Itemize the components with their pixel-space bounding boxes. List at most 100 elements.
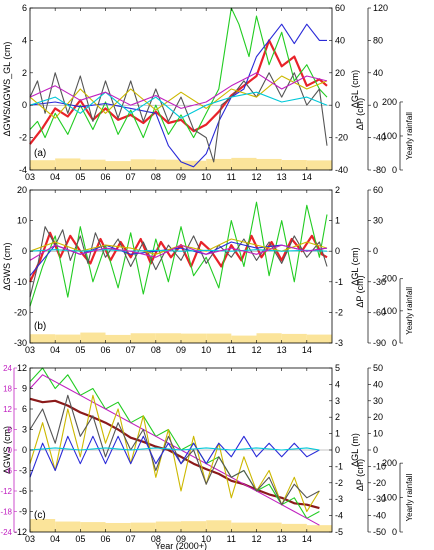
right2-tick-label: 0 — [373, 246, 378, 256]
right3-tick-label: 200 — [382, 458, 397, 468]
x-tick-label: 04 — [50, 345, 60, 355]
rainfall-bar — [281, 160, 307, 170]
right1-tick-label: 40 — [335, 35, 345, 45]
rainfall-bar — [181, 160, 207, 170]
x-tick-label: 11 — [227, 172, 236, 182]
rainfall-bar — [281, 523, 307, 532]
right3-axis-label: Yearly rainfall — [405, 473, 414, 521]
x-tick-label: 14 — [302, 172, 312, 182]
rainfall-bar — [231, 522, 257, 532]
y-tick-label: 4 — [22, 35, 27, 45]
right2-tick-label: -80 — [373, 165, 386, 175]
series-line — [29, 201, 328, 307]
right3-tick-label: 100 — [382, 493, 397, 503]
y-tick-label: 2 — [22, 68, 27, 78]
rainfall-bar — [105, 334, 131, 343]
series-line — [29, 374, 320, 526]
x-tick-label: 12 — [251, 534, 261, 544]
rainfall-bar — [256, 333, 282, 343]
panel-3: 03 04 05 06 07 08 09 10 11 12 13 14129630-3-6-9-12Δ… — [0, 363, 414, 550]
x-tick-label: 07 — [126, 534, 136, 544]
right2-tick-label: 50 — [373, 363, 383, 373]
right3-tick-label: 200 — [382, 97, 397, 107]
right3-tick-label: 0 — [392, 338, 397, 348]
right2-axis-label: ΔP (cm) — [355, 275, 365, 307]
rainfall-bar — [206, 520, 232, 532]
right1-tick-label: -1 — [335, 277, 343, 287]
right1-axis-label: ΔGL (m) — [350, 433, 360, 467]
y-tick-label: 12 — [17, 363, 27, 373]
x-tick-label: 13 — [277, 534, 287, 544]
rainfall-bar — [105, 522, 131, 532]
panel-label: (a) — [34, 148, 46, 159]
right1-tick-label: -3 — [335, 494, 343, 504]
right2-tick-label: 0 — [373, 100, 378, 110]
rainfall-bar — [155, 521, 181, 532]
right2-tick-label: 60 — [373, 185, 383, 195]
rainfall-bar — [130, 333, 156, 343]
right2-axis-label: ΔP (cm) — [355, 98, 365, 130]
right3-tick-label: 0 — [392, 527, 397, 537]
rainfall-bar — [256, 158, 282, 170]
right2-tick-label: 30 — [373, 396, 383, 406]
right1-tick-label: 2 — [335, 185, 340, 195]
rainfall-bar — [80, 522, 106, 532]
right2-tick-label: 20 — [373, 412, 383, 422]
y-tick-label: -30 — [14, 338, 27, 348]
series-line — [29, 367, 320, 519]
rainfall-bar — [155, 333, 181, 343]
panel-1: 03 04 05 06 07 08 09 10 11 12 13 146420-2-4ΔGWS/ΔGW… — [2, 3, 414, 182]
x-tick-label: 09 — [176, 534, 186, 544]
right2-tick-label: 30 — [373, 216, 383, 226]
right1-tick-label: 20 — [335, 68, 345, 78]
outer-y-tick-label: 24 — [3, 364, 12, 373]
x-tick-label: 06 — [100, 345, 110, 355]
y-axis-label: ΔGWS (cm) — [2, 426, 12, 474]
y-tick-label: -9 — [19, 507, 27, 517]
x-tick-label: 08 — [151, 172, 161, 182]
y-tick-label: 3 — [22, 425, 27, 435]
series-line — [29, 244, 328, 261]
right3-tick-label: 200 — [382, 274, 397, 284]
right3-tick-label: 100 — [382, 306, 397, 316]
y-tick-label: 9 — [22, 384, 27, 394]
right2-tick-label: -10 — [373, 461, 386, 471]
right2-tick-label: 80 — [373, 35, 383, 45]
right1-tick-label: 0 — [335, 445, 340, 455]
right1-tick-label: -2 — [335, 307, 343, 317]
right2-tick-label: -30 — [373, 494, 386, 504]
right3-tick-label: 0 — [392, 165, 397, 175]
outer-y-tick-label: -12 — [0, 487, 12, 496]
x-tick-label: 08 — [151, 534, 161, 544]
right1-tick-label: 1 — [335, 429, 340, 439]
x-tick-label: 07 — [126, 345, 136, 355]
panel-2: 03 04 05 06 07 08 09 10 11 12 13 1420100-10-20-30ΔG… — [2, 185, 414, 355]
rainfall-bar — [206, 333, 232, 343]
right1-tick-label: 5 — [335, 363, 340, 373]
right2-tick-label: -30 — [373, 277, 386, 287]
right1-tick-label: 4 — [335, 379, 340, 389]
y-tick-label: 20 — [17, 185, 27, 195]
series-line — [29, 226, 328, 298]
series-line — [29, 435, 320, 478]
right3-axis-label: Yearly rainfall — [405, 287, 414, 335]
x-tick-label: 04 — [50, 534, 60, 544]
right2-tick-label: -60 — [373, 307, 386, 317]
right1-tick-label: 60 — [335, 3, 345, 13]
rainfall-bar — [306, 525, 332, 532]
panel-label: (c) — [34, 510, 46, 521]
y-axis-label: ΔGWS/ΔGWS_GL (cm) — [2, 42, 12, 137]
x-tick-label: 13 — [277, 345, 287, 355]
x-tick-label: 12 — [251, 345, 261, 355]
rainfall-bar — [231, 157, 257, 170]
panel-label: (b) — [34, 321, 46, 332]
right1-tick-label: -1 — [335, 461, 343, 471]
series-line — [29, 7, 328, 139]
rainfall-bar — [256, 522, 282, 532]
x-tick-label: 11 — [227, 345, 236, 355]
outer-y-tick-label: 18 — [3, 385, 12, 394]
x-tick-label: 10 — [201, 345, 211, 355]
right1-tick-label: -40 — [335, 165, 348, 175]
plot-frame — [29, 189, 333, 344]
right1-tick-label: 2 — [335, 412, 340, 422]
